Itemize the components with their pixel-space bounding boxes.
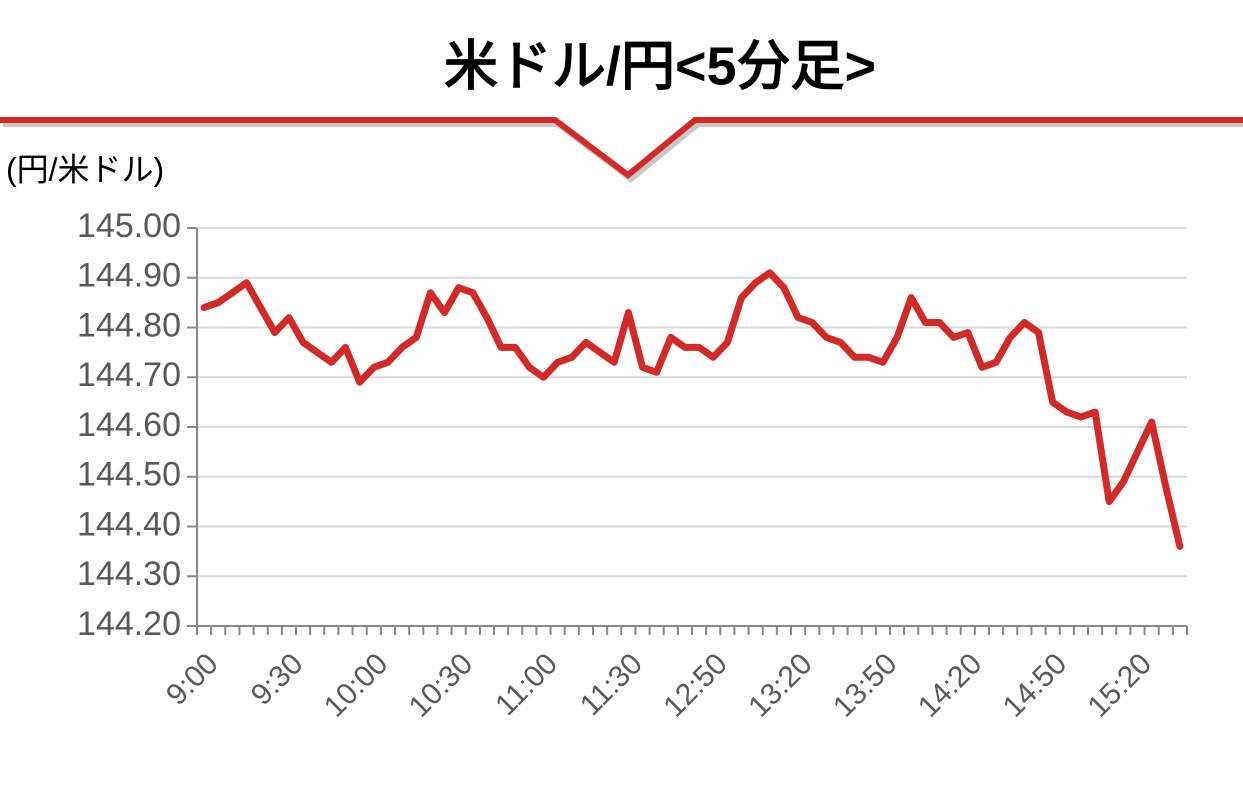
y-tick-label: 144.30 <box>77 555 181 593</box>
y-tick-label: 144.40 <box>77 505 181 543</box>
banner-shadow <box>3 121 1243 183</box>
x-tick-label: 11:30 <box>574 647 649 722</box>
x-tick-label: 15:20 <box>1082 647 1158 723</box>
y-tick-label: 144.90 <box>77 257 181 295</box>
y-tick-label: 144.60 <box>77 406 181 444</box>
x-tick-label: 14:50 <box>997 647 1073 723</box>
y-tick-label: 144.50 <box>77 456 181 494</box>
x-tick-label: 10:30 <box>403 647 479 723</box>
y-tick-label: 144.80 <box>77 306 181 344</box>
x-tick-label: 13:50 <box>827 647 903 723</box>
y-tick-label: 144.70 <box>77 356 181 394</box>
y-axis-label: (円/米ドル) <box>6 151 164 187</box>
x-tick-label: 11:00 <box>489 647 564 722</box>
x-tick-label: 9:00 <box>160 647 225 712</box>
x-tick-label: 14:20 <box>912 647 988 723</box>
chart-title: 米ドル/円<5分足> <box>444 36 876 96</box>
x-tick-label: 9:30 <box>245 647 310 712</box>
x-tick-label: 10:00 <box>318 647 394 723</box>
x-tick-label: 12:50 <box>657 647 733 723</box>
y-tick-label: 145.00 <box>77 207 181 245</box>
price-line <box>200 269 1184 550</box>
y-tick-label: 144.20 <box>77 605 181 643</box>
x-tick-label: 13:20 <box>742 647 818 723</box>
banner-line <box>0 117 1243 179</box>
